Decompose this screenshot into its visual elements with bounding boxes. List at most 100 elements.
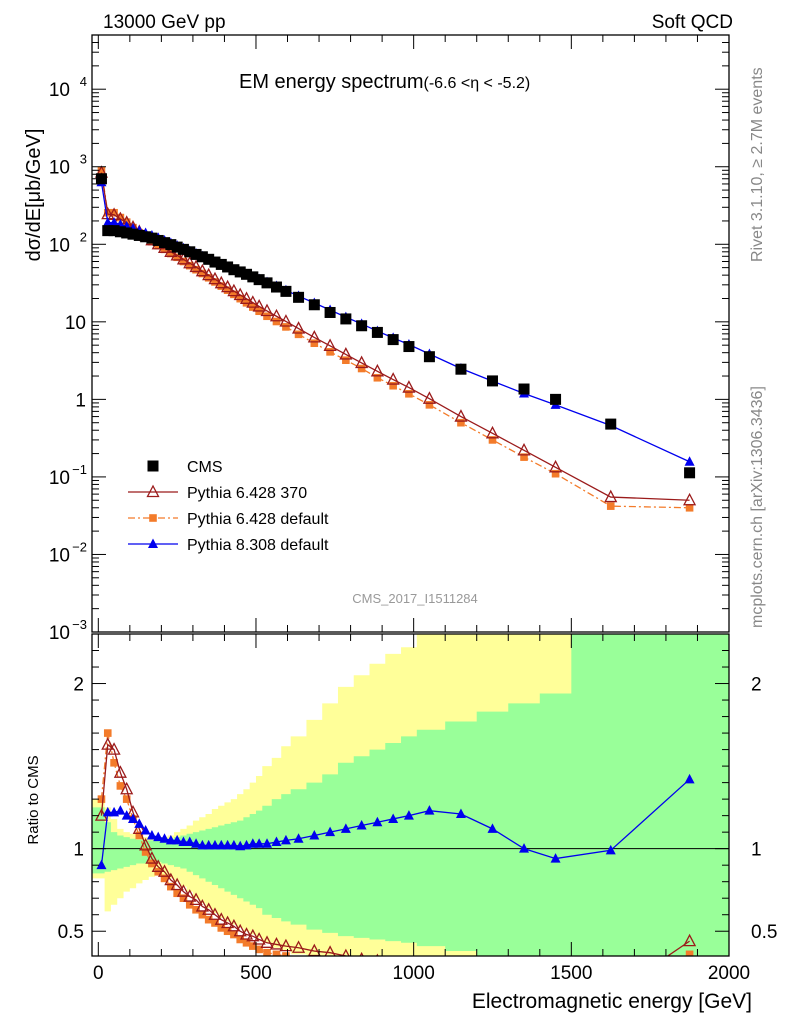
ratio-y-tick-label: 1: [73, 840, 84, 861]
ratio-point: [214, 912, 228, 925]
ratio-point: [173, 889, 181, 898]
data-point: [171, 241, 183, 253]
data-point: [241, 268, 253, 280]
ratio-point: [134, 818, 145, 828]
ratio-point: [141, 848, 150, 856]
y-tick-exponent: −3: [72, 617, 87, 632]
data-point: [270, 281, 282, 293]
ratio-point: [403, 810, 414, 820]
y-tick-label: 10: [49, 468, 70, 489]
legend: CMS Pythia 6.428 370 Pythia 6.428 default P…: [128, 459, 329, 554]
legend-marker: [146, 484, 160, 498]
data-point: [486, 375, 498, 387]
data-point: [291, 321, 306, 334]
series-line-pythia-8-308-default: [100, 182, 690, 463]
ratio-point: [683, 933, 697, 947]
legend-label: Pythia 6.428 default: [187, 511, 329, 528]
ratio-point: [113, 765, 127, 778]
ratio-point: [179, 894, 188, 903]
data-point: [189, 259, 203, 273]
ratio-point: [263, 948, 271, 956]
x-tick-label: 1500: [550, 963, 592, 984]
data-point: [308, 299, 320, 311]
ratio-point: [146, 829, 157, 840]
data-point: [140, 231, 152, 243]
ratio-point: [280, 834, 291, 845]
data-point: [356, 320, 368, 332]
ratio-point: [164, 872, 178, 886]
ratio-point: [254, 838, 265, 848]
ratio-point: [176, 884, 191, 897]
ratio-point: [247, 838, 258, 848]
y-tick-exponent: 4: [80, 74, 87, 89]
data-point: [183, 255, 197, 269]
data-point: [280, 285, 292, 297]
ratio-point: [165, 834, 176, 845]
header-right: Soft QCD: [652, 12, 733, 33]
main-ylabel: dσ/dE[μb/GeV]: [23, 129, 45, 262]
legend-marker: [147, 460, 159, 472]
ratio-point: [121, 810, 132, 820]
ratio-point: [455, 967, 466, 978]
ratio-point: [269, 937, 284, 950]
data-point: [261, 277, 273, 289]
x-tick-label: 1000: [393, 963, 435, 984]
data-point: [209, 256, 221, 268]
ratio-point: [135, 831, 144, 840]
y-tick-label: 10: [49, 545, 70, 566]
data-point: [310, 339, 319, 348]
ratio-point: [203, 839, 214, 850]
y-tick-label: 10: [49, 235, 70, 256]
ratio-point: [208, 907, 222, 920]
ratio-point: [684, 773, 695, 784]
data-point: [185, 261, 194, 270]
ratio-point: [388, 813, 399, 823]
data-point: [223, 286, 232, 294]
data-point: [179, 257, 188, 266]
ratio-series-pythia-8-308-default: [96, 773, 695, 870]
data-point: [548, 459, 563, 473]
ratio-point: [178, 836, 189, 847]
ratio-point: [325, 826, 336, 837]
ratio-point: [211, 919, 219, 927]
data-point: [263, 312, 271, 321]
ratio-point: [110, 759, 118, 767]
ratio-point: [233, 923, 247, 937]
data-point: [203, 253, 215, 265]
data-point: [402, 380, 416, 393]
ratio-point: [103, 729, 112, 737]
ratio-point: [153, 831, 164, 842]
ratio-point: [189, 892, 203, 906]
legend-entry-pythia-8-308-default: Pythia 8.308 default: [128, 537, 329, 554]
x-tick-label: 500: [240, 963, 272, 984]
ratio-point: [160, 874, 169, 883]
data-point: [208, 271, 222, 285]
ratio-point: [291, 940, 306, 953]
data-point: [192, 265, 200, 274]
data-point: [95, 173, 107, 185]
data-point: [116, 213, 125, 222]
main-plot-marks: [94, 165, 697, 512]
data-point: [371, 326, 383, 338]
data-point: [114, 226, 126, 238]
data-point: [230, 290, 238, 299]
legend-marker: [148, 538, 158, 548]
ratio-point: [252, 932, 266, 945]
data-point: [488, 436, 497, 444]
ratio-y-tick-label: 2: [73, 675, 84, 696]
data-point: [339, 347, 353, 360]
data-point: [196, 251, 208, 263]
data-point: [177, 243, 189, 255]
ratio-point: [271, 836, 282, 847]
data-point: [326, 348, 334, 356]
main-frame: [91, 34, 730, 633]
ratio-point: [457, 977, 465, 985]
data-point: [405, 389, 413, 398]
data-point: [605, 418, 617, 430]
data-point: [550, 393, 562, 405]
data-point: [279, 314, 293, 327]
ratio-point: [107, 742, 121, 755]
legend-marker: [149, 514, 157, 522]
ratio-point: [239, 927, 254, 940]
analysis-tag: CMS_2017_I1511284: [352, 591, 478, 606]
